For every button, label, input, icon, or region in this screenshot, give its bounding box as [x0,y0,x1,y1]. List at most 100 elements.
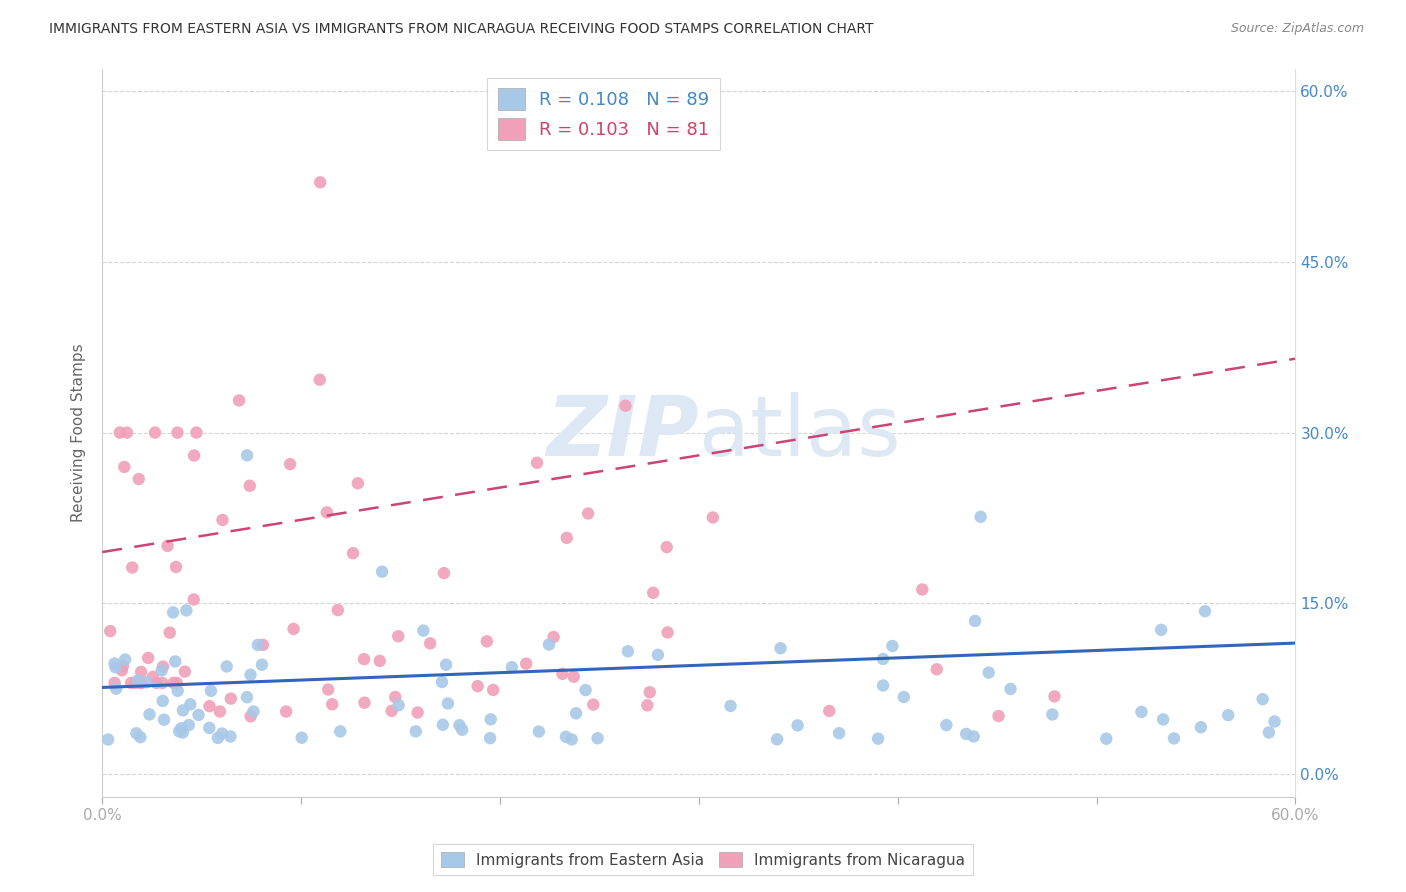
Point [614,399,637,413]
Point [720,698,742,713]
Point [239,709,262,723]
Text: IMMIGRANTS FROM EASTERN ASIA VS IMMIGRANTS FROM NICARAGUA RECEIVING FOOD STAMPS : IMMIGRANTS FROM EASTERN ASIA VS IMMIGRAN… [49,22,873,37]
Point [868,731,890,746]
Point [702,510,724,524]
Point [1042,707,1064,722]
Point [145,676,167,690]
Point [638,685,661,699]
Point [143,425,166,440]
Point [479,712,502,726]
Point [586,731,609,746]
Point [166,683,188,698]
Point [977,665,1000,680]
Point [987,709,1010,723]
Point [97,732,120,747]
Point [198,721,221,735]
Point [129,665,152,679]
Point [636,698,658,713]
Point [187,708,209,723]
Point [150,676,173,690]
Point [200,684,222,698]
Point [120,676,142,690]
Point [131,676,153,690]
Point [183,592,205,607]
Point [955,727,977,741]
Point [872,652,894,666]
Point [561,732,583,747]
Point [124,676,146,690]
Point [136,651,159,665]
Point [115,425,138,440]
Point [1000,681,1022,696]
Point [1043,690,1066,704]
Point [315,505,337,519]
Point [925,662,948,676]
Point [208,705,231,719]
Point [283,622,305,636]
Point [186,425,208,440]
Text: atlas: atlas [699,392,901,473]
Point [371,565,394,579]
Point [316,682,339,697]
Text: Source: ZipAtlas.com: Source: ZipAtlas.com [1230,22,1364,36]
Point [935,718,957,732]
Point [479,731,502,746]
Point [353,696,375,710]
Point [250,657,273,672]
Point [381,704,404,718]
Point [555,531,578,545]
Point [111,663,134,677]
Point [207,731,229,745]
Point [153,713,176,727]
Point [252,638,274,652]
Point [308,373,330,387]
Point [150,664,173,678]
Point [655,540,678,554]
Point [162,676,184,690]
Point [172,725,194,739]
Point [551,666,574,681]
Point [526,456,548,470]
Point [138,707,160,722]
Point [152,694,174,708]
Point [432,717,454,731]
Point [893,690,915,704]
Point [179,698,201,712]
Point [384,690,406,704]
Point [104,660,127,674]
Point [1152,713,1174,727]
Point [215,659,238,673]
Point [965,614,987,628]
Point [159,625,181,640]
Point [963,730,986,744]
Point [1130,705,1153,719]
Point [537,638,560,652]
Point [1264,714,1286,729]
Point [309,175,332,189]
Point [121,560,143,574]
Point [242,705,264,719]
Point [114,652,136,666]
Point [543,630,565,644]
Point [1251,692,1274,706]
Point [278,457,301,471]
Point [103,657,125,671]
Point [1189,720,1212,734]
Point [647,648,669,662]
Point [501,660,523,674]
Point [211,726,233,740]
Point [482,682,505,697]
Point [388,698,411,713]
Point [167,724,190,739]
Point [617,644,640,658]
Point [565,706,588,721]
Point [353,652,375,666]
Legend: R = 0.108   N = 89, R = 0.103   N = 81: R = 0.108 N = 89, R = 0.103 N = 81 [486,78,720,151]
Point [236,690,259,705]
Point [387,629,409,643]
Point [111,659,134,673]
Point [406,706,429,720]
Point [142,670,165,684]
Legend: Immigrants from Eastern Asia, Immigrants from Nicaragua: Immigrants from Eastern Asia, Immigrants… [433,844,973,875]
Point [239,479,262,493]
